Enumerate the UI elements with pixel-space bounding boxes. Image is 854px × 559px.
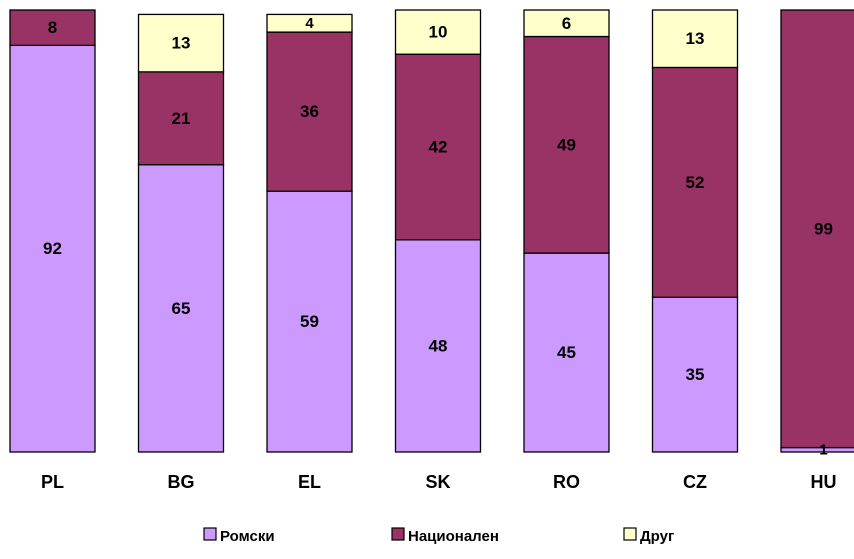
bar-ro-series-1 [523, 35, 610, 254]
bar-sk-series-2 [394, 9, 482, 55]
data-label-sk-series-2: 10 [429, 23, 448, 42]
legend: Ромски Национален Друг [203, 527, 674, 545]
x-tick-label-hu: HU [811, 472, 837, 492]
x-tick-label-bg: BG [168, 472, 195, 492]
legend-swatch-series-0 [203, 527, 217, 541]
bar-bg-series-1 [137, 71, 225, 166]
data-label-ro-series-0: 45 [557, 343, 576, 362]
data-label-ro-series-1: 49 [557, 135, 576, 154]
bars-layer [9, 9, 854, 453]
data-label-cz-series-1: 52 [686, 173, 705, 192]
data-label-bg-series-0: 65 [172, 299, 191, 318]
data-label-cz-series-2: 13 [686, 29, 705, 48]
bar-cz-series-1 [651, 66, 739, 298]
bar-cz-series-2 [651, 9, 739, 69]
data-label-hu-series-0: 1 [819, 441, 827, 458]
data-label-el-series-0: 59 [300, 312, 319, 331]
x-tick-label-sk: SK [425, 472, 450, 492]
bar-ro-series-0 [523, 252, 610, 453]
legend-swatch-series-2 [623, 527, 637, 541]
bar-el-series-1 [266, 31, 353, 192]
bar-sk-series-0 [394, 239, 482, 453]
x-tick-label-cz: CZ [683, 472, 707, 492]
x-tick-label-ro: RO [553, 472, 580, 492]
bar-pl-series-1 [9, 9, 96, 47]
data-label-pl-series-0: 92 [43, 239, 62, 258]
data-label-pl-series-1: 8 [48, 18, 57, 37]
bar-el-series-2 [266, 13, 353, 33]
bar-hu-series-1 [780, 9, 854, 449]
data-label-bg-series-2: 13 [172, 34, 191, 53]
bar-pl-series-0 [9, 44, 96, 453]
bar-hu-series-0 [780, 446, 854, 453]
x-tick-label-pl: PL [41, 472, 64, 492]
bar-bg-series-2 [137, 13, 225, 73]
data-label-sk-series-0: 48 [429, 336, 448, 355]
data-label-bg-series-1: 21 [172, 109, 191, 128]
legend-label-series-1: Национален [408, 528, 499, 545]
bar-el-series-0 [266, 190, 353, 453]
data-label-cz-series-0: 35 [686, 365, 705, 384]
data-label-el-series-1: 36 [300, 102, 319, 121]
legend-label-series-2: Друг [640, 528, 674, 545]
x-tick-label-el: EL [298, 472, 321, 492]
data-label-ro-series-2: 6 [562, 14, 571, 33]
x-axis-labels: PL BG EL SK RO CZ HU [41, 472, 837, 492]
legend-swatch-series-1 [391, 527, 405, 541]
bar-sk-series-1 [394, 53, 482, 241]
bar-cz-series-0 [651, 296, 739, 453]
legend-label-series-0: Ромски [220, 528, 275, 545]
data-labels-layer: 92 8 65 21 13 59 36 4 48 42 10 45 49 6 35 52 13 1 99 [43, 14, 833, 459]
data-label-el-series-2: 4 [305, 15, 314, 32]
bar-ro-series-2 [523, 9, 610, 38]
data-label-sk-series-1: 42 [429, 138, 448, 157]
data-label-hu-series-1: 99 [814, 219, 833, 238]
